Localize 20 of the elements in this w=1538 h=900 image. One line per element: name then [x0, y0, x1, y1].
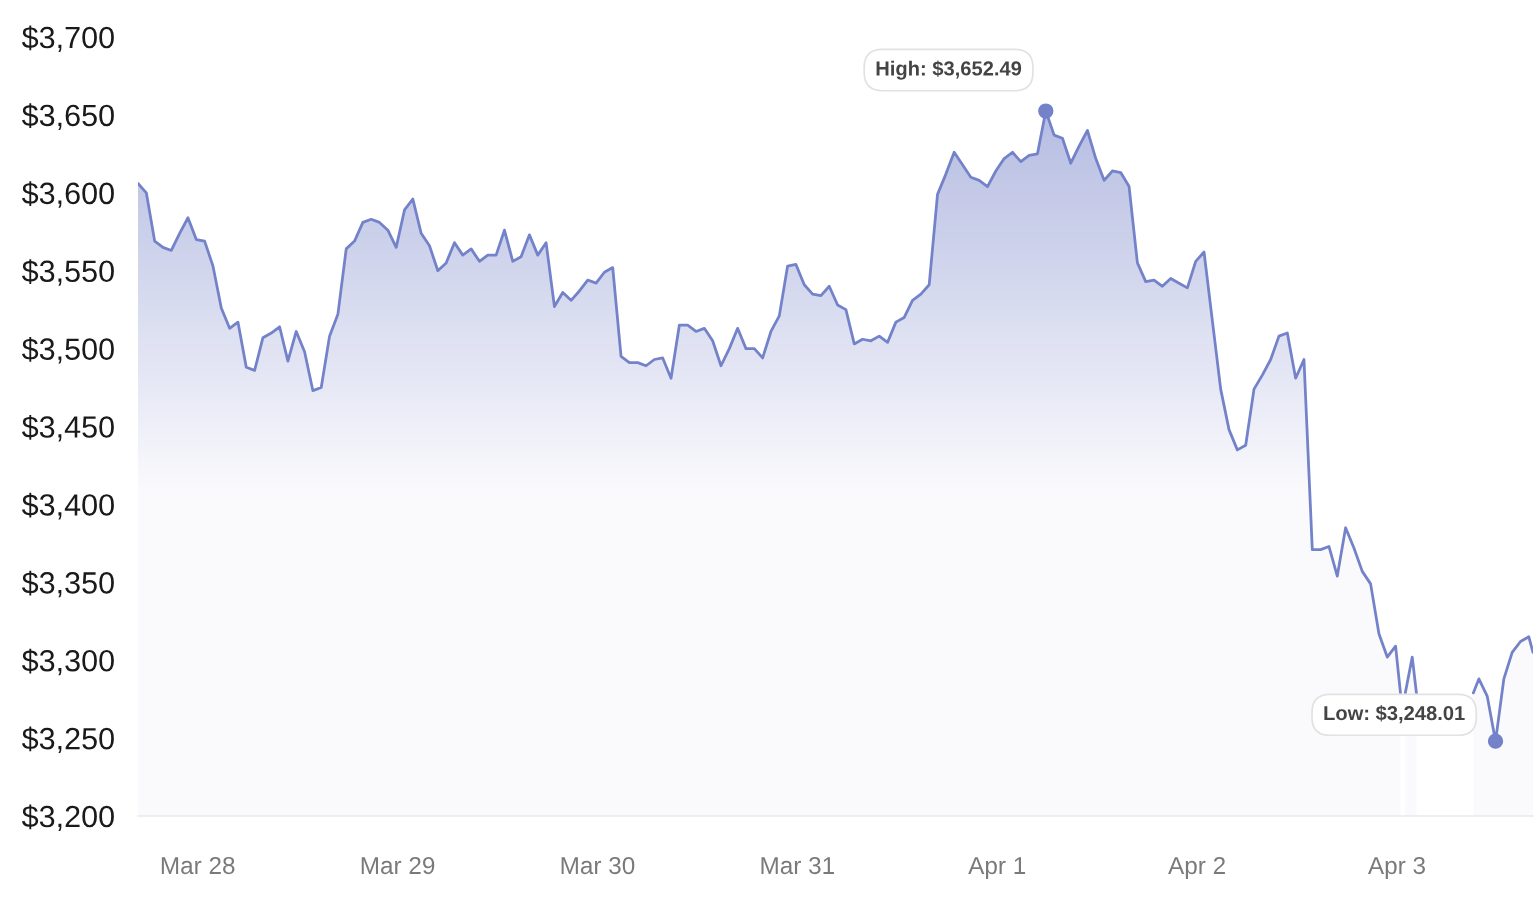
annotation: Low: $3,248.01 [1324, 705, 1465, 724]
x-tick-label: Apr 1 [968, 857, 1026, 879]
y-tick-label: $3,500 [21, 337, 114, 364]
y-tick-label: $3,300 [21, 648, 114, 676]
x-tick-label: Mar 30 [561, 856, 635, 875]
y-tick-label: $3,200 [21, 804, 114, 831]
x-tick-label: Apr 2 [1168, 856, 1225, 879]
y-tick-label: $3,600 [21, 181, 114, 208]
x-tick-label: Mar 29 [361, 856, 435, 875]
x-tick-label: Apr 3 [1367, 856, 1425, 879]
y-tick-label: $3,400 [21, 492, 114, 520]
y-tick-label: $3,350 [21, 570, 114, 598]
y-tick-label: $3,700 [21, 25, 114, 52]
y-tick-label: $3,650 [21, 103, 114, 130]
y-tick-label: $3,450 [21, 414, 114, 442]
y-tick-label: $3,550 [21, 259, 114, 286]
annotation: High: $3,652.49 [876, 60, 1022, 80]
x-tick-label: Mar 28 [161, 856, 235, 875]
y-tick-label: $3,250 [21, 726, 114, 754]
x-tick-label: Mar 31 [761, 856, 834, 875]
